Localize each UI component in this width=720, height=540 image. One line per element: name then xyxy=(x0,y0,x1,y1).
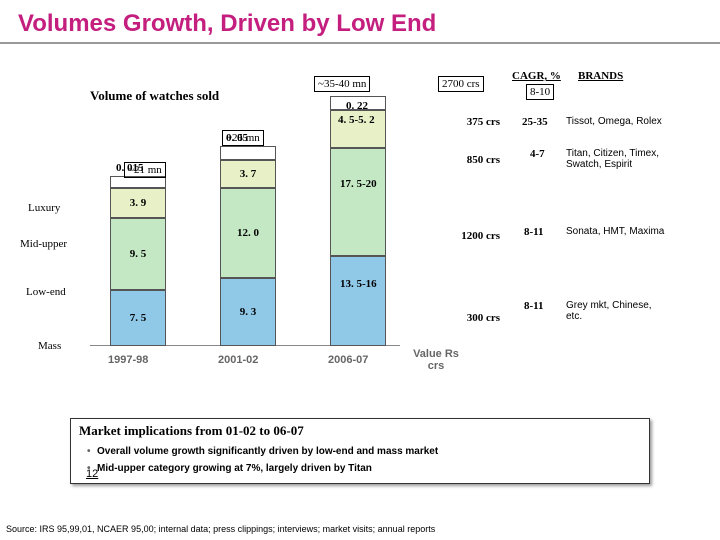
slide-title: Volumes Growth, Driven by Low End xyxy=(0,0,720,42)
cagr-2: 8-11 xyxy=(524,226,544,238)
bar3-mid-val: 4. 5-5. 2 xyxy=(338,114,375,126)
x-label-0: 1997-98 xyxy=(108,354,148,366)
divider xyxy=(0,42,720,44)
brand-header: BRANDS xyxy=(578,70,623,82)
top-label-0: ~21 mn xyxy=(124,162,166,178)
bar3-lux-val: 0. 22 xyxy=(346,100,368,112)
value-column: 375 crs 850 crs 1200 crs 300 crs xyxy=(420,98,500,324)
brand-1: Titan, Citizen, Timex, Swatch, Espirit xyxy=(566,148,666,170)
impl-item-1: Mid-upper category growing at 7%, largel… xyxy=(79,460,641,477)
source-line: Source: IRS 95,99,01, NCAER 95,00; inter… xyxy=(6,524,435,534)
cagr-0: 25-35 xyxy=(522,116,548,128)
top-label-3: 2700 crs xyxy=(438,76,484,92)
x-label-2: 2006-07 xyxy=(328,354,368,366)
implications-box: Market implications from 01-02 to 06-07 … xyxy=(70,418,650,484)
top-label-1: ~25 mn xyxy=(222,130,264,146)
bar3-side-1: 17. 5-20 xyxy=(340,178,377,190)
page-number: 12 xyxy=(86,468,98,480)
cagr-1: 4-7 xyxy=(530,148,545,160)
seg-label-low: Low-end xyxy=(26,286,66,298)
cagr-3: 8-11 xyxy=(524,300,544,312)
stacked-bar-chart: 7. 59. 53. 90. 0159. 312. 03. 70. 05 199… xyxy=(90,86,400,366)
cagr-overall: 8-10 xyxy=(526,84,554,100)
val-mass: 300 crs xyxy=(420,312,500,324)
brand-3: Grey mkt, Chinese, etc. xyxy=(566,300,666,322)
impl-item-0: Overall volume growth significantly driv… xyxy=(79,443,641,460)
impl-title: Market implications from 01-02 to 06-07 xyxy=(79,423,641,439)
seg-label-mid: Mid-upper xyxy=(20,238,67,250)
seg-label-mass: Mass xyxy=(38,340,61,352)
x-label-1: 2001-02 xyxy=(218,354,258,366)
val-low: 1200 crs xyxy=(420,230,500,242)
val-mid: 850 crs xyxy=(420,154,500,166)
seg-label-luxury: Luxury xyxy=(28,202,60,214)
y-axis-title: Value Rs crs xyxy=(406,348,466,372)
brand-2: Sonata, HMT, Maxima xyxy=(566,226,666,237)
cagr-header: CAGR, % xyxy=(512,70,561,82)
top-label-2: ~35-40 mn xyxy=(314,76,370,92)
bar3-side-2: 13. 5-16 xyxy=(340,278,377,290)
brand-0: Tissot, Omega, Rolex xyxy=(566,116,666,127)
val-lux: 375 crs xyxy=(420,116,500,128)
content-area: Volume of watches sold Luxury Mid-upper … xyxy=(0,46,720,466)
